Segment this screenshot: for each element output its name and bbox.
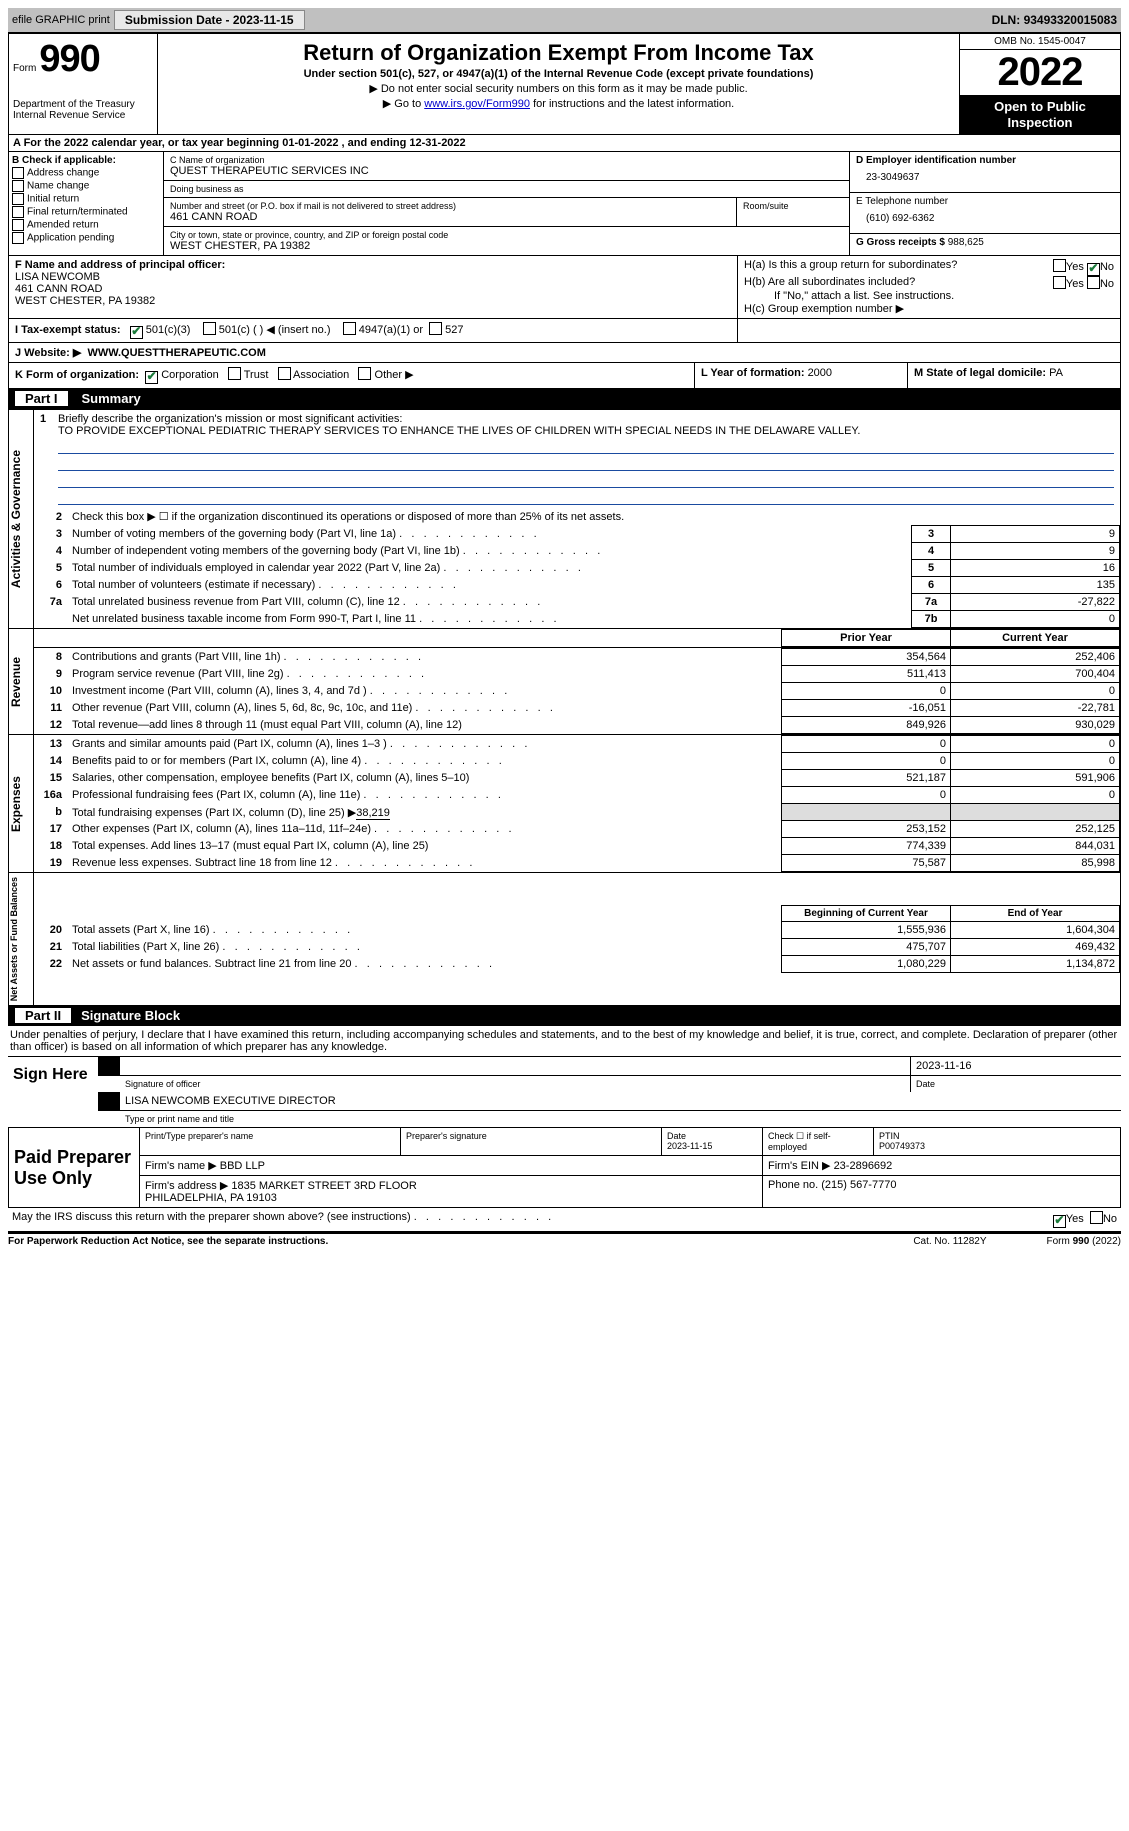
officer-name: LISA NEWCOMB — [15, 271, 731, 283]
chk-name[interactable]: Name change — [12, 180, 160, 192]
chk-amended[interactable]: Amended return — [12, 219, 160, 231]
section-bcde: B Check if applicable: Address change Na… — [8, 152, 1121, 256]
part2-bar: Part II Signature Block — [8, 1006, 1121, 1026]
form-number: 990 — [39, 38, 99, 80]
may-discuss: May the IRS discuss this return with the… — [8, 1208, 1121, 1233]
perjury: Under penalties of perjury, I declare th… — [8, 1026, 1121, 1057]
form-header: Form 990 Department of the Treasury Inte… — [8, 32, 1121, 135]
dln: DLN: 93493320015083 — [992, 13, 1117, 27]
chk-pending[interactable]: Application pending — [12, 232, 160, 244]
top-bar: efile GRAPHIC print Submission Date - 20… — [8, 8, 1121, 32]
officer-sig-name: LISA NEWCOMB EXECUTIVE DIRECTOR — [120, 1092, 1121, 1111]
paid-preparer-block: Paid Preparer Use Only Print/Type prepar… — [8, 1127, 1121, 1208]
year-box: OMB No. 1545-0047 2022 Open to Public In… — [960, 34, 1120, 134]
section-a: A For the 2022 calendar year, or tax yea… — [8, 135, 1121, 152]
summary-table: Activities & Governance 1 Briefly descri… — [8, 409, 1121, 1006]
part1-bar: Part I Summary — [8, 389, 1121, 409]
ein: 23-3049637 — [856, 166, 1114, 189]
row-klm: K Form of organization: ✔ Corporation Tr… — [8, 363, 1121, 389]
efile-label: efile GRAPHIC print — [12, 14, 110, 26]
row-i: I Tax-exempt status: ✔ 501(c)(3) 501(c) … — [8, 319, 1121, 343]
form-title: Return of Organization Exempt From Incom… — [166, 40, 951, 66]
mission-text: TO PROVIDE EXCEPTIONAL PEDIATRIC THERAPY… — [58, 425, 860, 437]
title-box: Return of Organization Exempt From Incom… — [158, 34, 960, 134]
org-street: 461 CANN ROAD — [170, 211, 730, 223]
firm-name: BBD LLP — [220, 1160, 265, 1172]
row-j: J Website: ▶ WWW.QUESTTHERAPEUTIC.COM — [8, 343, 1121, 363]
chk-address[interactable]: Address change — [12, 167, 160, 179]
website: WWW.QUESTTHERAPEUTIC.COM — [87, 347, 265, 359]
row-fh: F Name and address of principal officer:… — [8, 256, 1121, 319]
chk-final[interactable]: Final return/terminated — [12, 206, 160, 218]
col-b: B Check if applicable: Address change Na… — [9, 152, 164, 255]
form-id-box: Form 990 Department of the Treasury Inte… — [9, 34, 158, 134]
tax-year: 2022 — [960, 50, 1120, 95]
submission-date-button[interactable]: Submission Date - 2023-11-15 — [114, 10, 305, 30]
dept-label: Department of the Treasury Internal Reve… — [13, 99, 153, 121]
org-city: WEST CHESTER, PA 19382 — [170, 240, 843, 252]
phone: (610) 692-6362 — [856, 207, 1114, 230]
col-de: D Employer identification number 23-3049… — [850, 152, 1120, 255]
page-footer: For Paperwork Reduction Act Notice, see … — [8, 1233, 1121, 1249]
gross-receipts: 988,625 — [948, 237, 984, 248]
open-to-public: Open to Public Inspection — [960, 95, 1120, 134]
chk-501c3[interactable]: ✔ — [130, 326, 143, 339]
col-c: C Name of organization QUEST THERAPEUTIC… — [164, 152, 850, 255]
chk-initial[interactable]: Initial return — [12, 193, 160, 205]
irs-link[interactable]: www.irs.gov/Form990 — [424, 98, 530, 110]
org-name: QUEST THERAPEUTIC SERVICES INC — [170, 165, 843, 177]
sign-here-block: Sign Here 2023-11-16 Signature of office… — [8, 1057, 1121, 1127]
